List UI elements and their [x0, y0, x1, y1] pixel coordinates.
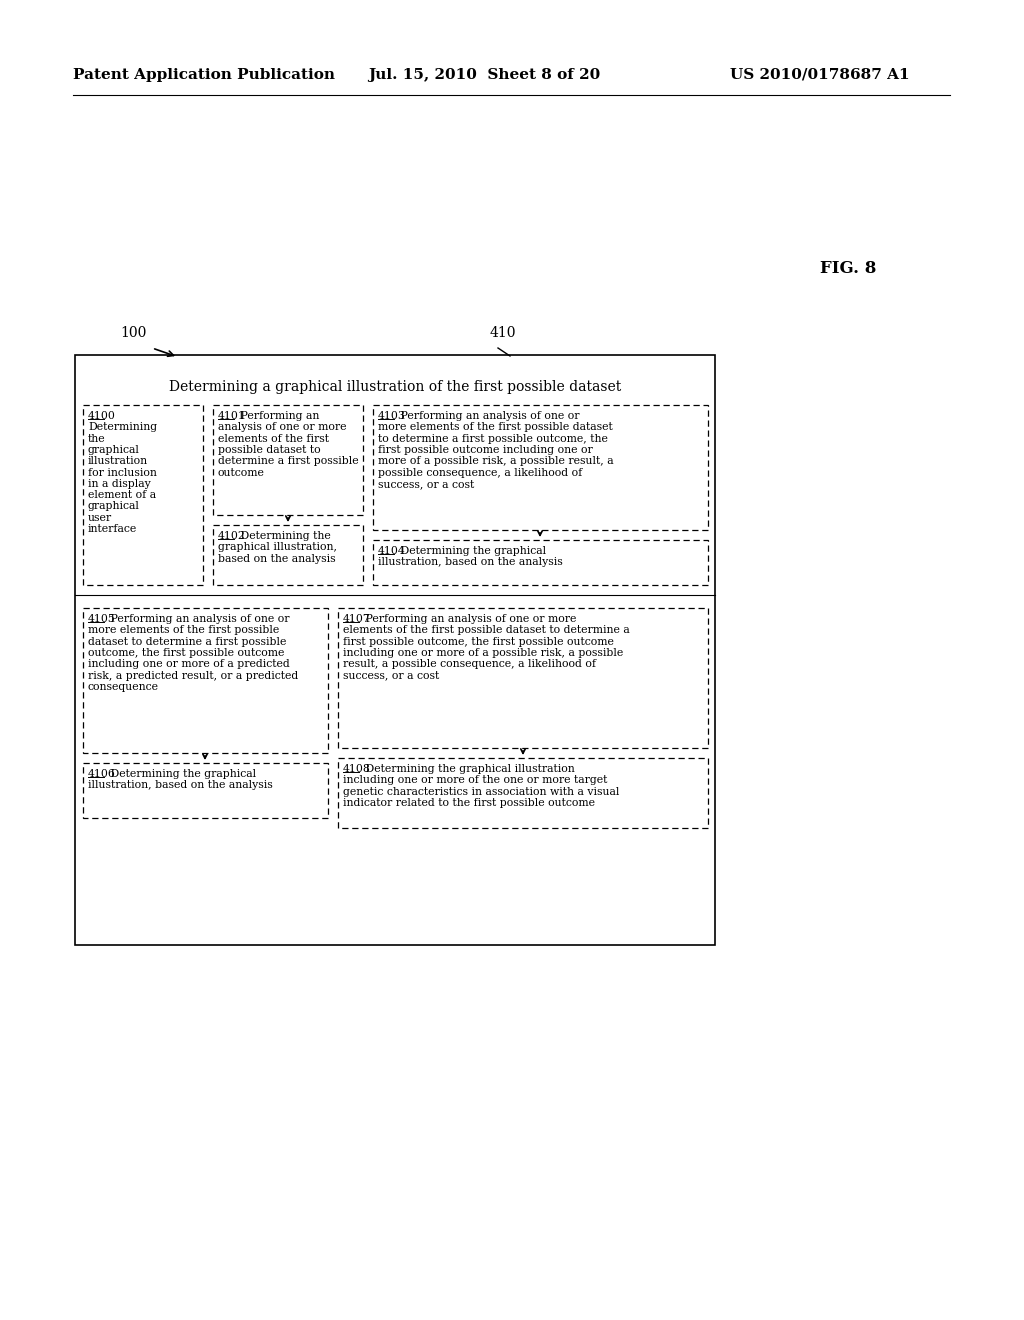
Text: the: the — [88, 433, 105, 444]
Bar — [338, 609, 708, 748]
Text: including one or more of a possible risk, a possible: including one or more of a possible risk… — [343, 648, 624, 657]
Text: dataset to determine a first possible: dataset to determine a first possible — [88, 636, 287, 647]
Text: more elements of the first possible: more elements of the first possible — [88, 626, 280, 635]
Text: result, a possible consequence, a likelihood of: result, a possible consequence, a likeli… — [343, 659, 596, 669]
Text: Determining a graphical illustration of the first possible dataset: Determining a graphical illustration of … — [169, 380, 622, 393]
Text: 410: 410 — [490, 326, 516, 341]
Text: FIG. 8: FIG. 8 — [820, 260, 877, 277]
Text: consequence: consequence — [88, 682, 159, 692]
Text: user: user — [88, 512, 112, 523]
Text: 4102: 4102 — [218, 531, 246, 541]
Text: graphical: graphical — [88, 445, 140, 455]
Text: element of a: element of a — [88, 490, 156, 500]
Text: including one or more of the one or more target: including one or more of the one or more… — [343, 775, 607, 785]
Text: Performing an analysis of one or: Performing an analysis of one or — [106, 614, 289, 624]
Bar — [373, 405, 708, 531]
Text: possible dataset to: possible dataset to — [218, 445, 321, 455]
Bar — [373, 540, 708, 585]
Bar — [75, 355, 715, 945]
Text: Determining the graphical illustration: Determining the graphical illustration — [361, 764, 574, 774]
Text: possible consequence, a likelihood of: possible consequence, a likelihood of — [378, 467, 583, 478]
Text: first possible outcome, the first possible outcome: first possible outcome, the first possib… — [343, 636, 613, 647]
Text: Determining the graphical: Determining the graphical — [396, 546, 546, 556]
Text: to determine a first possible outcome, the: to determine a first possible outcome, t… — [378, 433, 608, 444]
Text: graphical illustration,: graphical illustration, — [218, 543, 337, 552]
Text: 4105: 4105 — [88, 614, 116, 624]
Text: illustration: illustration — [88, 457, 148, 466]
Text: first possible outcome including one or: first possible outcome including one or — [378, 445, 593, 455]
Text: 4107: 4107 — [343, 614, 371, 624]
Text: Performing an analysis of one or: Performing an analysis of one or — [396, 411, 579, 421]
Text: indicator related to the first possible outcome: indicator related to the first possible … — [343, 797, 595, 808]
Text: in a display: in a display — [88, 479, 151, 488]
Text: elements of the first: elements of the first — [218, 433, 329, 444]
Text: more of a possible risk, a possible result, a: more of a possible risk, a possible resu… — [378, 457, 613, 466]
Bar — [83, 609, 328, 752]
Text: US 2010/0178687 A1: US 2010/0178687 A1 — [730, 69, 909, 82]
Text: success, or a cost: success, or a cost — [378, 479, 474, 488]
Text: 100: 100 — [120, 326, 146, 341]
Text: outcome: outcome — [218, 467, 265, 478]
Bar — [338, 758, 708, 828]
Text: 4101: 4101 — [218, 411, 246, 421]
Text: success, or a cost: success, or a cost — [343, 671, 439, 681]
Text: genetic characteristics in association with a visual: genetic characteristics in association w… — [343, 787, 620, 796]
Bar — [213, 405, 362, 515]
Text: based on the analysis: based on the analysis — [218, 553, 336, 564]
Bar — [83, 405, 203, 585]
Text: Determining the graphical: Determining the graphical — [106, 770, 256, 779]
Text: graphical: graphical — [88, 502, 140, 511]
Text: 4108: 4108 — [343, 764, 371, 774]
Bar — [213, 525, 362, 585]
Text: Determining the: Determining the — [237, 531, 331, 541]
Text: illustration, based on the analysis: illustration, based on the analysis — [88, 780, 272, 791]
Text: Determining: Determining — [88, 422, 157, 433]
Text: 4100: 4100 — [88, 411, 116, 421]
Text: for inclusion: for inclusion — [88, 467, 157, 478]
Text: 4106: 4106 — [88, 770, 116, 779]
Bar — [83, 763, 328, 818]
Text: determine a first possible: determine a first possible — [218, 457, 358, 466]
Text: outcome, the first possible outcome: outcome, the first possible outcome — [88, 648, 285, 657]
Text: Jul. 15, 2010  Sheet 8 of 20: Jul. 15, 2010 Sheet 8 of 20 — [368, 69, 600, 82]
Text: risk, a predicted result, or a predicted: risk, a predicted result, or a predicted — [88, 671, 298, 681]
Text: elements of the first possible dataset to determine a: elements of the first possible dataset t… — [343, 626, 630, 635]
Text: more elements of the first possible dataset: more elements of the first possible data… — [378, 422, 612, 433]
Text: including one or more of a predicted: including one or more of a predicted — [88, 659, 290, 669]
Text: Performing an: Performing an — [237, 411, 318, 421]
Text: illustration, based on the analysis: illustration, based on the analysis — [378, 557, 563, 568]
Text: Performing an analysis of one or more: Performing an analysis of one or more — [361, 614, 575, 624]
Text: 4104: 4104 — [378, 546, 406, 556]
Text: 4103: 4103 — [378, 411, 406, 421]
Text: analysis of one or more: analysis of one or more — [218, 422, 346, 433]
Text: Patent Application Publication: Patent Application Publication — [73, 69, 335, 82]
Text: interface: interface — [88, 524, 137, 535]
